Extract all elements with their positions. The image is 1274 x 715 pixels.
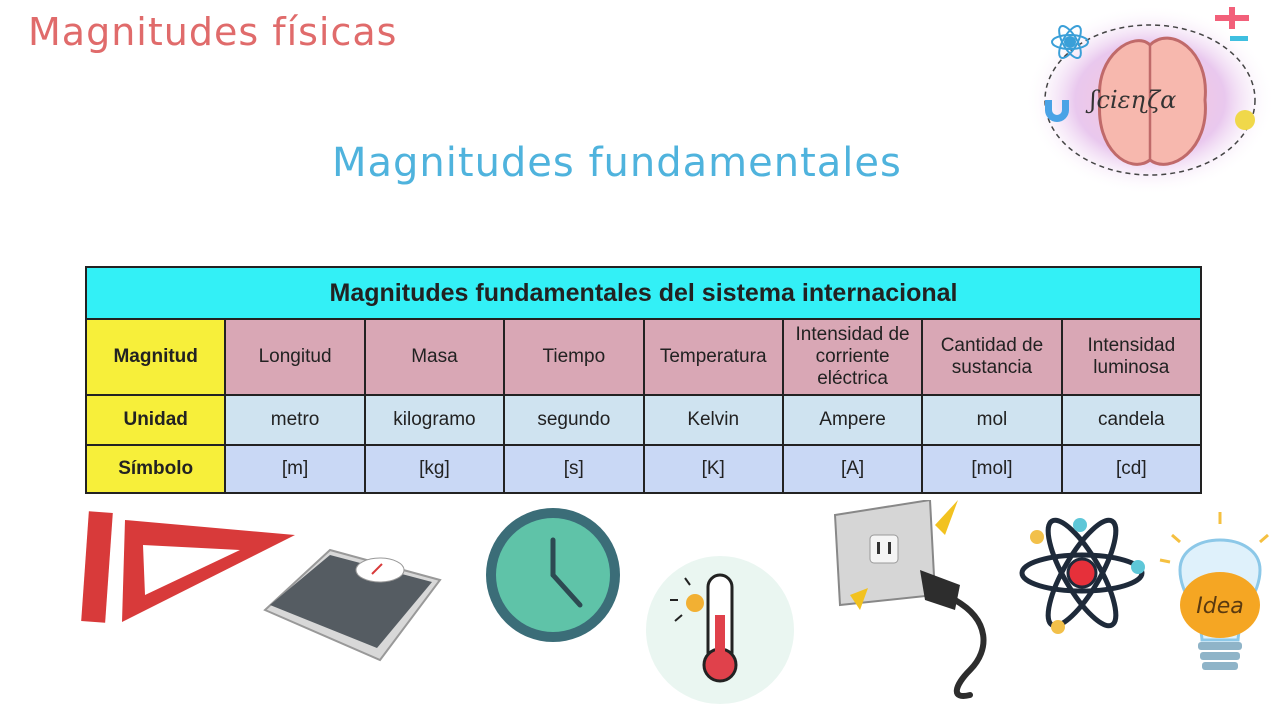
thermometer-icon [646,556,794,704]
icon-strip: Idea [81,500,1269,704]
atom-icon [1019,517,1145,634]
table-cell: Temperatura [642,318,784,396]
plug-icon [833,500,987,699]
row-label-simbolo: Símbolo [84,444,227,494]
table-cell: [cd] [1060,444,1203,494]
table-cell: Intensidad de corriente eléctrica [781,318,924,396]
scale-icon [263,548,442,662]
table-cell: candela [1060,394,1203,446]
page-title: Magnitudes físicas [28,10,398,54]
clock-icon [486,508,620,642]
table-cell: [s] [503,444,645,494]
row-label-magnitud: Magnitud [84,318,227,396]
table-cell: Cantidad de sustancia [921,318,1063,396]
ruler-icon [81,511,295,623]
table-cell: [m] [224,444,366,494]
bulb-label: Idea [1196,594,1243,619]
table-cell: [A] [781,444,924,494]
table-cell: mol [921,394,1063,446]
table-cell: Ampere [781,394,924,446]
row-label-unidad: Unidad [84,394,227,446]
logo-text: ʃciɛɳζα [1090,86,1177,114]
table-cell: Longitud [224,318,366,396]
table-cell: [K] [642,444,784,494]
table-cell: Tiempo [503,318,645,396]
page-subtitle: Magnitudes fundamentales [332,140,902,186]
table-cell: kilogramo [363,394,506,446]
table-cell: segundo [503,394,645,446]
table-cell: Kelvin [642,394,784,446]
magnitudes-table: Magnitudes fundamentales del sistema int… [84,266,1203,494]
table-cell: [kg] [363,444,506,494]
lightbulb-icon: Idea [1159,512,1269,670]
table-cell: Masa [363,318,506,396]
table-cell: metro [224,394,366,446]
table-cell: Intensidad luminosa [1060,318,1203,396]
table-cell: [mol] [921,444,1063,494]
table-header: Magnitudes fundamentales del sistema int… [85,266,1202,320]
logo [1025,5,1274,195]
